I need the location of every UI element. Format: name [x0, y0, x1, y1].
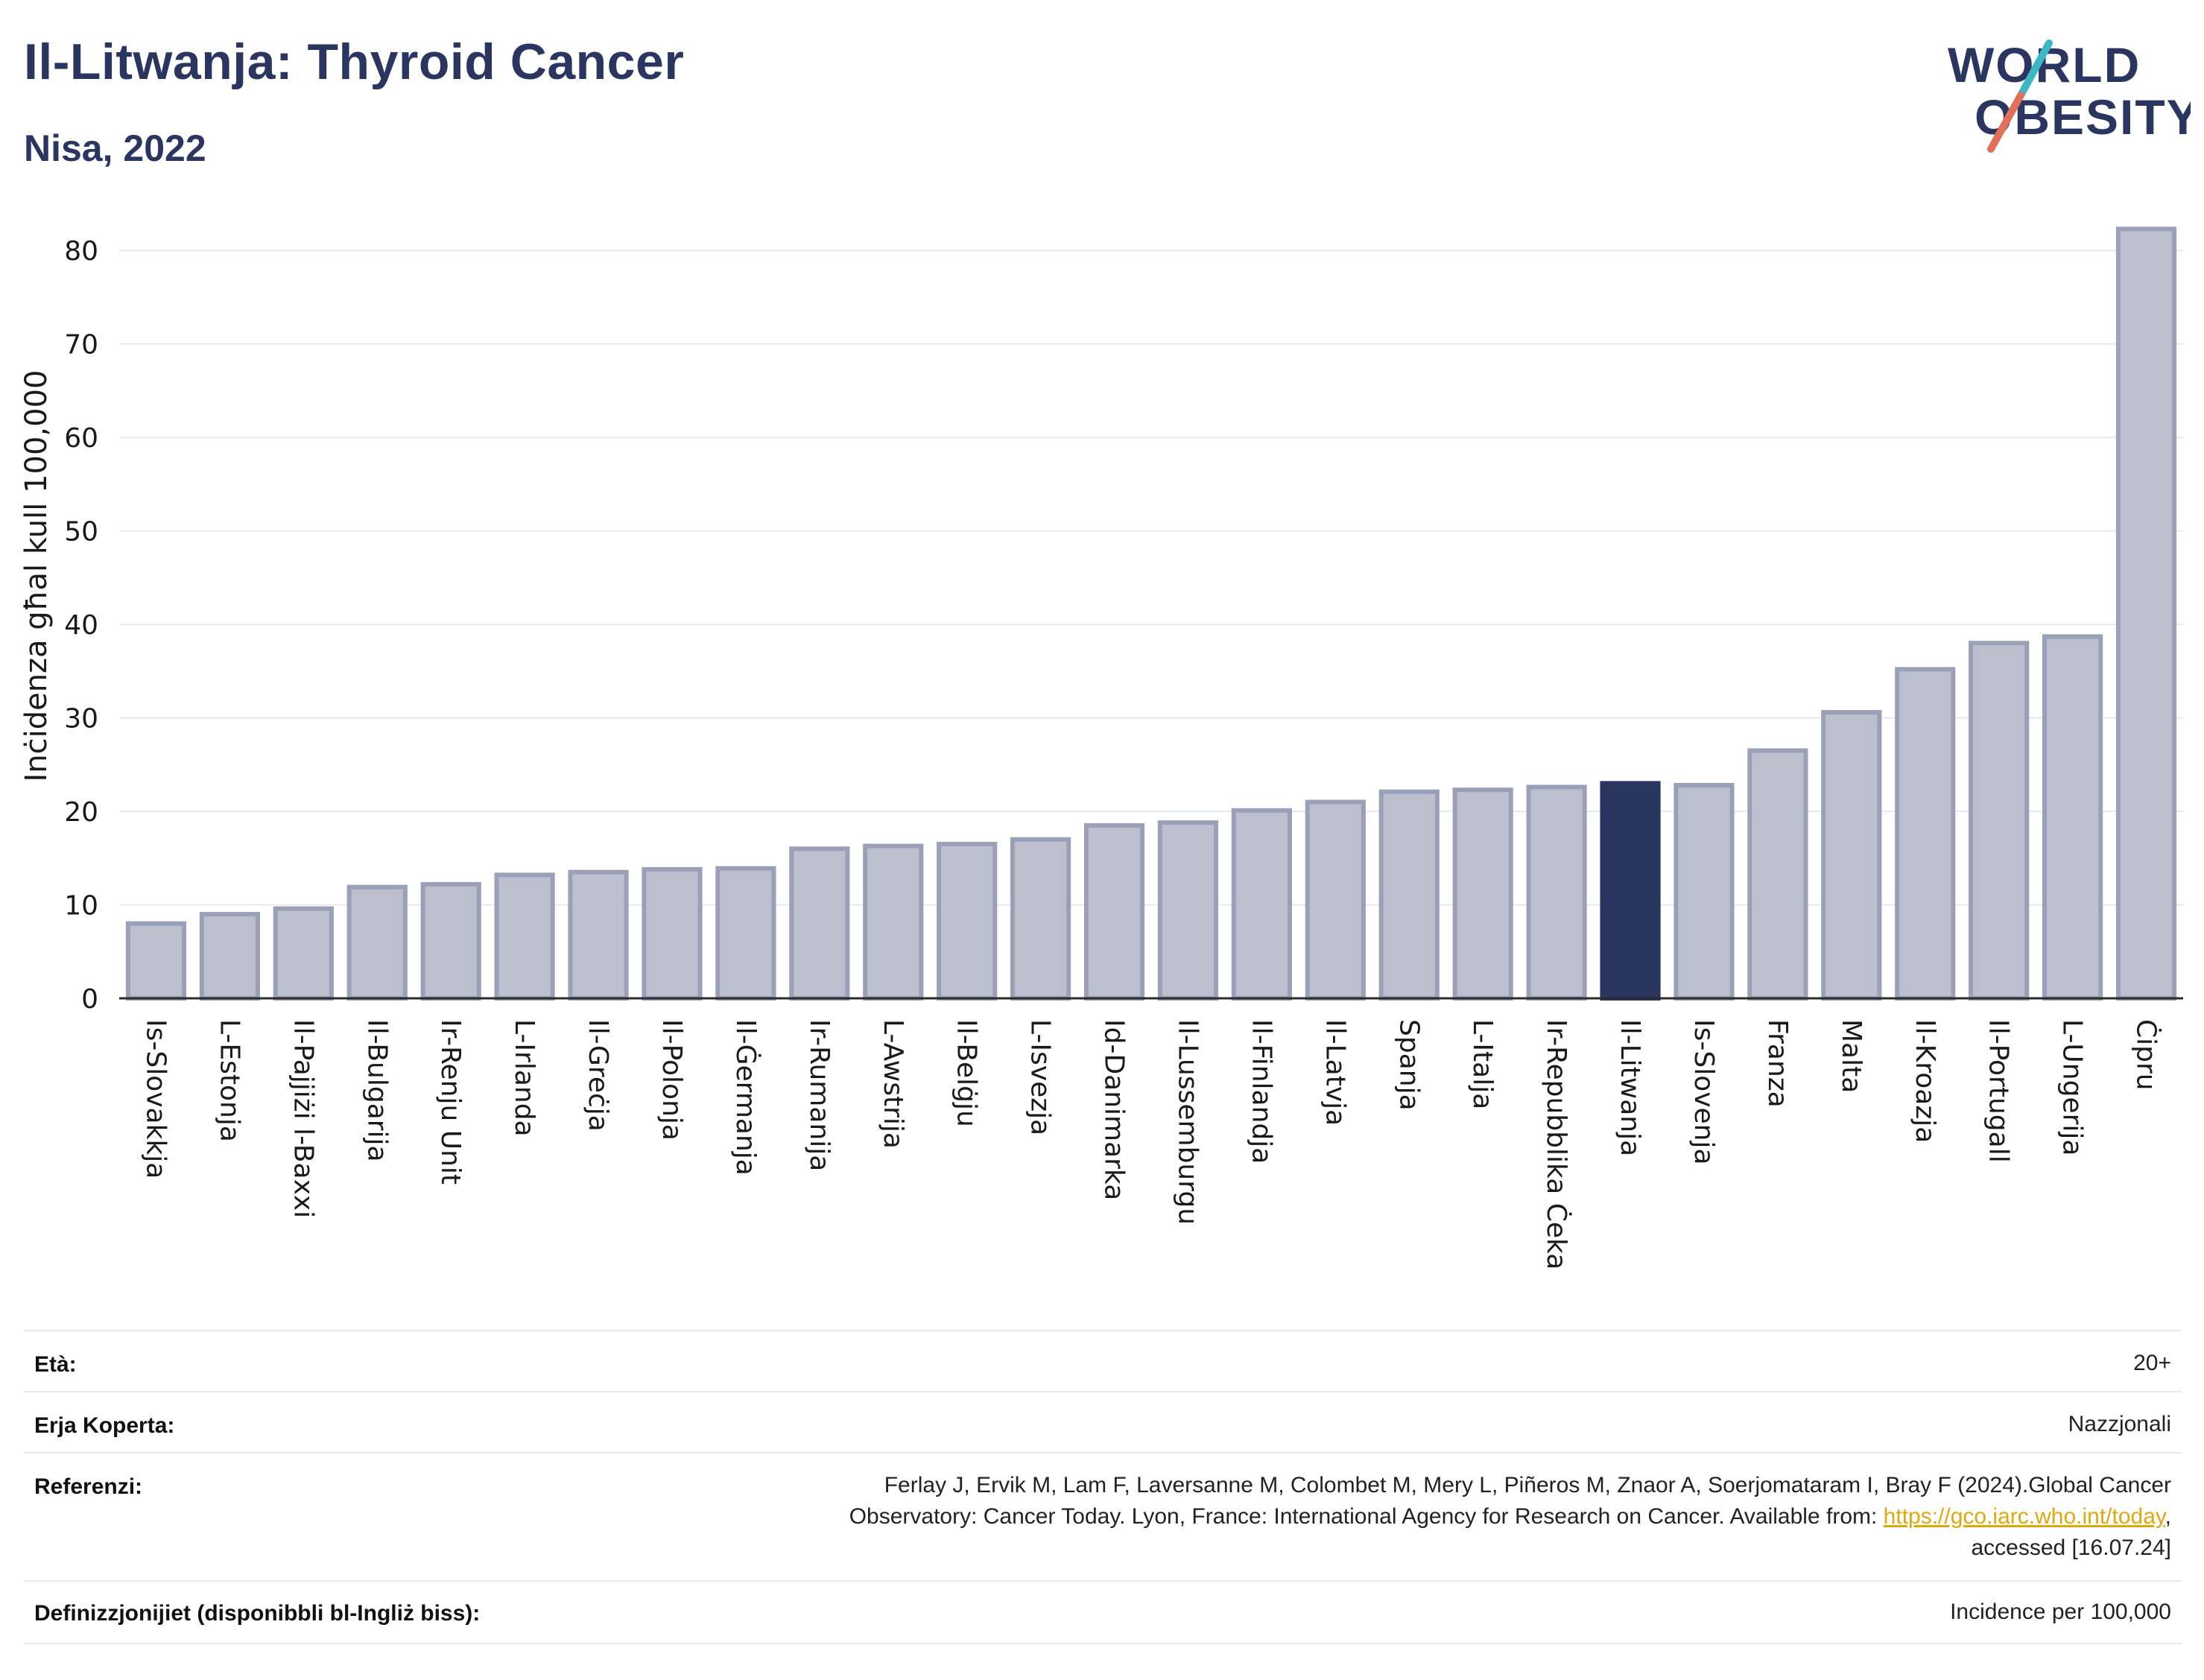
x-tick-label: Il-Litwanja [1615, 1019, 1645, 1156]
definitions-value: Incidence per 100,000 [1950, 1600, 2171, 1624]
y-axis-ticks: 0 10 20 30 40 50 60 70 80 [64, 236, 98, 1015]
bar [789, 846, 850, 1001]
x-tick-label: Ir-Renju Unit [435, 1019, 466, 1185]
bars [125, 226, 2177, 1001]
bar [1305, 799, 1366, 1001]
references-label: Referenzi: [34, 1474, 143, 1499]
reference-line-2: Observatory: Cancer Today. Lyon, France:… [849, 1501, 2171, 1532]
bar [494, 872, 555, 1001]
bar [1010, 837, 1071, 1001]
info-row-definitions: Definizzjonijiet (disponibbli bl-Ingliż … [24, 1580, 2182, 1644]
reference-line-2-end: , [2165, 1504, 2171, 1529]
bar [1452, 787, 1513, 1001]
bar [346, 884, 408, 1001]
x-tick-label: L-Awstrija [878, 1019, 908, 1149]
bar [1747, 748, 1808, 1001]
bar [1895, 667, 1956, 1001]
bar [568, 869, 629, 1001]
info-row-references: Referenzi: Ferlay J, Ervik M, Lam F, Lav… [24, 1452, 2182, 1580]
info-table: Età: 20+ Erja Koperta: Nazzjonali Refere… [24, 1330, 2182, 1644]
y-tick-label: 80 [64, 236, 98, 267]
x-tick-label: Ir-Repubblika Ċeka [1541, 1019, 1572, 1269]
y-axis-label: Inċidenza għal kull 100,000 [19, 370, 54, 782]
bar [2042, 634, 2103, 1001]
x-tick-label: Is-Slovakkja [140, 1019, 171, 1179]
y-tick-label: 10 [64, 891, 98, 922]
bar [1673, 782, 1735, 1001]
x-tick-label: Id-Danimarka [1099, 1019, 1130, 1200]
x-tick-label: L-Isvezja [1025, 1019, 1056, 1135]
x-tick-label: L-Irlanda [509, 1019, 539, 1137]
bar [1083, 822, 1145, 1001]
logo-slash-red [1987, 92, 2024, 153]
x-tick-label: Il-Pajjiżi l-Baxxi [288, 1019, 318, 1218]
x-tick-label: Il-Lussemburgu [1172, 1019, 1203, 1225]
x-tick-label: Il-Bulgarija [361, 1019, 392, 1162]
bar [937, 841, 998, 1001]
page-subtitle: Nisa, 2022 [24, 127, 206, 169]
reference-line-3: accessed [16.07.24] [1971, 1535, 2171, 1560]
bar [2115, 226, 2177, 1001]
x-tick-label: Franza [1762, 1019, 1793, 1108]
logo-slash-teal [2017, 39, 2053, 99]
age-value: 20+ [2133, 1351, 2171, 1375]
world-obesity-logo: WORLD OBESITY [1948, 37, 2191, 153]
y-tick-label: 50 [64, 517, 98, 548]
bar [1231, 808, 1292, 1001]
bar [1378, 789, 1440, 1001]
x-tick-label: Malta [1836, 1019, 1866, 1093]
references-value: Ferlay J, Ervik M, Lam F, Laversanne M, … [849, 1470, 2171, 1564]
info-row-area: Erja Koperta: Nazzjonali [24, 1391, 2182, 1452]
x-tick-label: Is-Slovenja [1688, 1019, 1719, 1165]
definitions-label: Definizzjonijiet (disponibbli bl-Ingliż … [34, 1601, 481, 1626]
y-tick-label: 40 [64, 610, 98, 641]
area-value: Nazzjonali [2068, 1412, 2171, 1436]
x-tick-label: L-Ungerija [2057, 1019, 2088, 1156]
x-tick-label: Il-Latvja [1320, 1019, 1350, 1126]
bar [642, 866, 703, 1001]
x-tick-label: Il-Ġermanja [730, 1019, 761, 1176]
bar [1157, 820, 1219, 1001]
x-axis-ticks: Is-Slovakkja L-Estonja Il-Pajjiżi l-Baxxi I… [140, 1019, 2162, 1269]
bar [1969, 641, 2030, 1001]
reference-link[interactable]: https://gco.iarc.who.int/today [1883, 1504, 2165, 1529]
info-row-age: Età: 20+ [24, 1330, 2182, 1391]
x-tick-label: L-Estonja [214, 1019, 244, 1142]
x-tick-label: Spanja [1393, 1019, 1424, 1111]
bar [273, 906, 334, 1001]
bar [863, 843, 924, 1001]
area-label: Erja Koperta: [34, 1413, 175, 1438]
bar [1526, 784, 1587, 1001]
x-tick-label: Il-Polonja [656, 1019, 687, 1141]
x-tick-label: Il-Finlandja [1246, 1019, 1276, 1164]
x-tick-label: L-Italja [1467, 1019, 1498, 1109]
y-tick-label: 20 [64, 797, 98, 828]
bar [715, 866, 776, 1001]
bar [125, 921, 187, 1001]
x-tick-label: Ċipru [2131, 1019, 2162, 1091]
y-tick-label: 70 [64, 330, 98, 361]
bar-highlighted [1600, 781, 1661, 1001]
x-tick-label: Il-Belġju [951, 1019, 982, 1127]
age-label: Età: [34, 1352, 77, 1377]
y-tick-label: 60 [64, 423, 98, 454]
bar [199, 912, 260, 1001]
bar [420, 881, 481, 1001]
x-tick-label: Ir-Rumanija [804, 1019, 835, 1171]
bar [1821, 710, 1882, 1001]
x-tick-label: Il-Portugall [1983, 1019, 2014, 1163]
page-title: Il-Litwanja: Thyroid Cancer [24, 34, 685, 90]
y-tick-label: 0 [81, 984, 98, 1015]
y-tick-label: 30 [64, 704, 98, 735]
reference-line-2-text: Observatory: Cancer Today. Lyon, France:… [849, 1504, 1884, 1529]
reference-line-1: Ferlay J, Ervik M, Lam F, Laversanne M, … [884, 1473, 2171, 1497]
x-tick-label: Il-Greċja [583, 1019, 613, 1132]
x-tick-label: Il-Kroazja [1910, 1019, 1940, 1143]
